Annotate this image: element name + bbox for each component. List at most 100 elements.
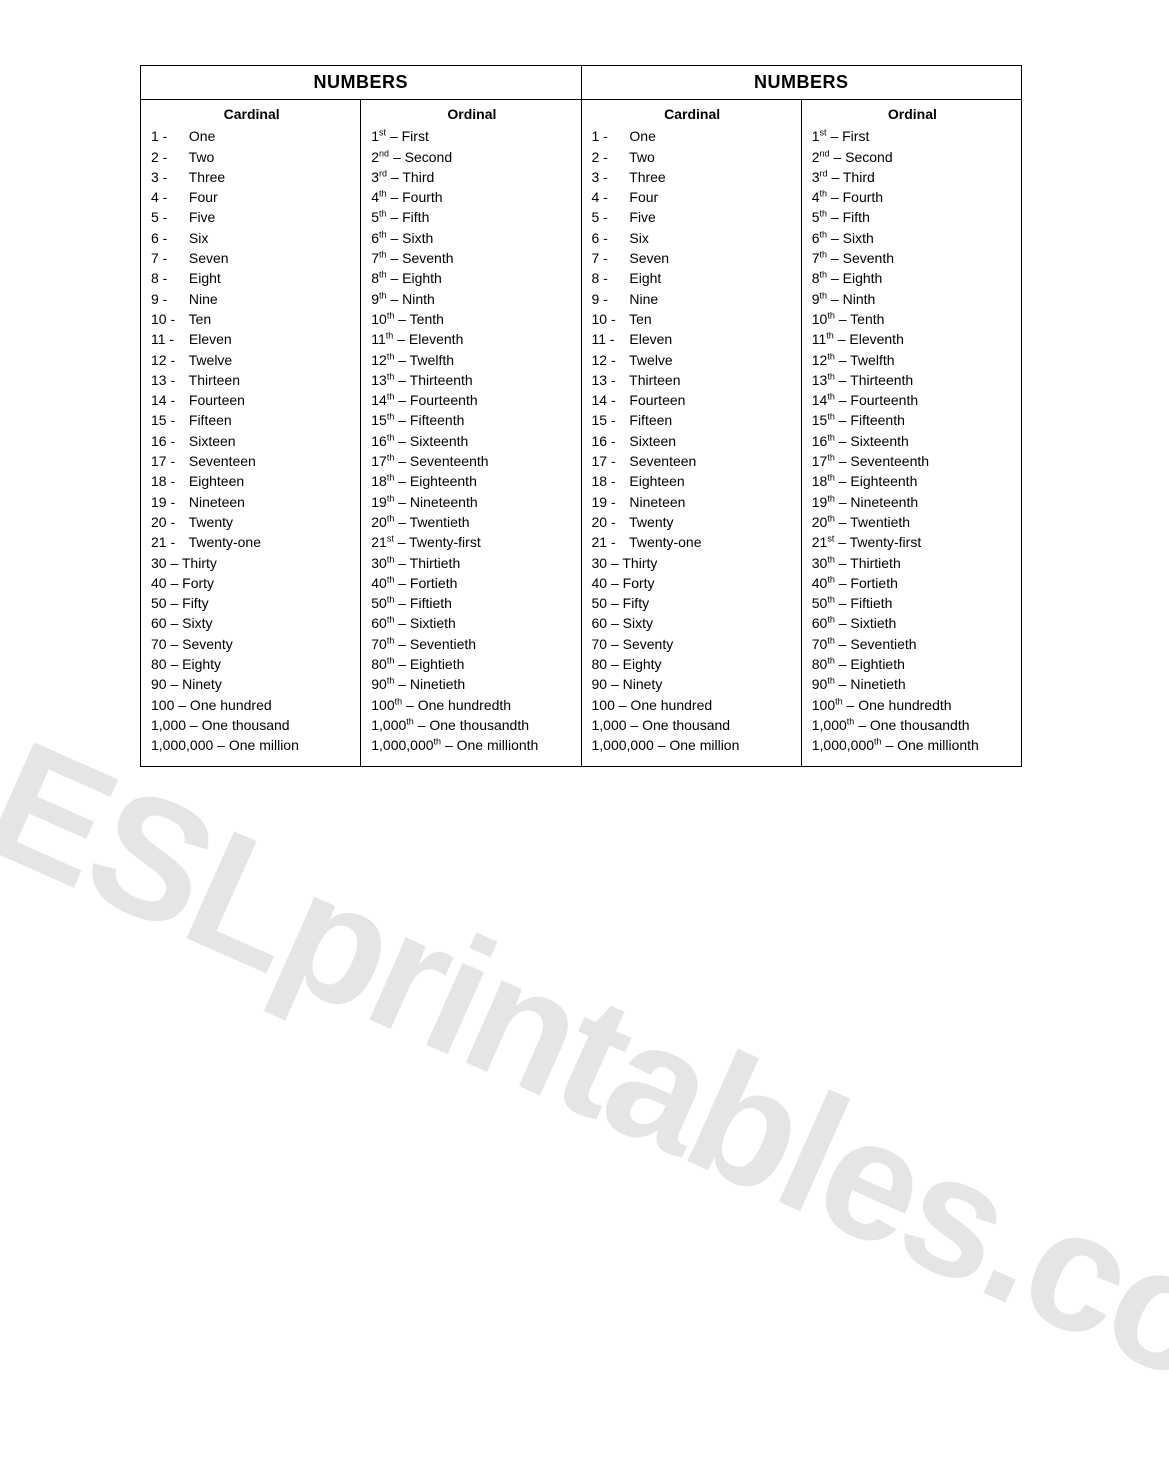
ordinal-row: 4th – Fourth bbox=[812, 187, 1013, 207]
ordinal-row: 10th – Tenth bbox=[371, 309, 572, 329]
cardinal-row: 17 - Seventeen bbox=[151, 451, 352, 471]
cardinal-row: 11 - Eleven bbox=[151, 329, 352, 349]
cardinal-row: 70 – Seventy bbox=[151, 634, 352, 654]
cardinal-row: 50 – Fifty bbox=[151, 593, 352, 613]
cardinal-row: 60 – Sixty bbox=[151, 613, 352, 633]
cardinal-row: 1,000 – One thousand bbox=[151, 715, 352, 735]
ordinal-row: 20th – Twentieth bbox=[371, 512, 572, 532]
ordinal-row: 60th – Sixtieth bbox=[812, 613, 1013, 633]
cardinal-row: 7 - Seven bbox=[151, 248, 352, 268]
numbers-block-left: NUMBERS Cardinal 1 - One2 - Two3 - Three… bbox=[141, 66, 581, 766]
ordinal-row: 21st – Twenty-first bbox=[371, 532, 572, 552]
ordinal-row: 17th – Seventeenth bbox=[812, 451, 1013, 471]
ordinal-row: 1,000th – One thousandth bbox=[812, 715, 1013, 735]
ordinal-row: 2nd – Second bbox=[812, 147, 1013, 167]
cardinal-row: 13 - Thirteen bbox=[151, 370, 352, 390]
cardinal-row: 11 - Eleven bbox=[592, 329, 793, 349]
cardinal-row: 10 - Ten bbox=[592, 309, 793, 329]
ordinal-row: 8th – Eighth bbox=[371, 268, 572, 288]
ordinal-row: 17th – Seventeenth bbox=[371, 451, 572, 471]
ordinal-row: 1,000,000th – One millionth bbox=[371, 735, 572, 755]
ordinal-row: 100th – One hundredth bbox=[812, 695, 1013, 715]
ordinal-row: 7th – Seventh bbox=[371, 248, 572, 268]
ordinal-row: 12th – Twelfth bbox=[371, 350, 572, 370]
cardinal-row: 70 – Seventy bbox=[592, 634, 793, 654]
ordinal-column: Ordinal 1st – First2nd – Second3rd – Thi… bbox=[360, 100, 580, 766]
cardinal-row: 100 – One hundred bbox=[151, 695, 352, 715]
ordinal-row: 7th – Seventh bbox=[812, 248, 1013, 268]
cardinal-row: 12 - Twelve bbox=[151, 350, 352, 370]
ordinal-row: 15th – Fifteenth bbox=[371, 410, 572, 430]
cardinal-row: 9 - Nine bbox=[151, 289, 352, 309]
ordinal-header: Ordinal bbox=[371, 104, 572, 124]
cardinal-row: 90 – Ninety bbox=[592, 674, 793, 694]
ordinal-list: 1st – First2nd – Second3rd – Third4th – … bbox=[371, 126, 572, 755]
cardinal-column: Cardinal 1 - One2 - Two3 - Three4 - Four… bbox=[582, 100, 801, 766]
ordinal-row: 30th – Thirtieth bbox=[371, 553, 572, 573]
cardinal-row: 17 - Seventeen bbox=[592, 451, 793, 471]
cardinal-row: 1,000 – One thousand bbox=[592, 715, 793, 735]
ordinal-row: 50th – Fiftieth bbox=[371, 593, 572, 613]
cardinal-row: 6 - Six bbox=[151, 228, 352, 248]
ordinal-row: 40th – Fortieth bbox=[812, 573, 1013, 593]
cardinal-row: 14 - Fourteen bbox=[592, 390, 793, 410]
cardinal-row: 80 – Eighty bbox=[151, 654, 352, 674]
ordinal-row: 9th – Ninth bbox=[371, 289, 572, 309]
ordinal-row: 30th – Thirtieth bbox=[812, 553, 1013, 573]
block-title: NUMBERS bbox=[141, 66, 581, 100]
ordinal-row: 80th – Eightieth bbox=[812, 654, 1013, 674]
ordinal-row: 13th – Thirteenth bbox=[371, 370, 572, 390]
cardinal-row: 80 – Eighty bbox=[592, 654, 793, 674]
cardinal-row: 60 – Sixty bbox=[592, 613, 793, 633]
cardinal-row: 30 – Thirty bbox=[592, 553, 793, 573]
cardinal-header: Cardinal bbox=[151, 104, 352, 124]
cardinal-row: 14 - Fourteen bbox=[151, 390, 352, 410]
ordinal-row: 90th – Ninetieth bbox=[812, 674, 1013, 694]
cardinal-row: 19 - Nineteen bbox=[592, 492, 793, 512]
cardinal-row: 21 - Twenty-one bbox=[151, 532, 352, 552]
cardinal-row: 9 - Nine bbox=[592, 289, 793, 309]
ordinal-row: 6th – Sixth bbox=[812, 228, 1013, 248]
ordinal-row: 3rd – Third bbox=[371, 167, 572, 187]
cardinal-row: 15 - Fifteen bbox=[151, 410, 352, 430]
ordinal-row: 70th – Seventieth bbox=[812, 634, 1013, 654]
ordinal-row: 16th – Sixteenth bbox=[812, 431, 1013, 451]
ordinal-row: 1st – First bbox=[812, 126, 1013, 146]
ordinal-row: 3rd – Third bbox=[812, 167, 1013, 187]
ordinal-row: 19th – Nineteenth bbox=[371, 492, 572, 512]
ordinal-row: 21st – Twenty-first bbox=[812, 532, 1013, 552]
cardinal-header: Cardinal bbox=[592, 104, 793, 124]
cardinal-list: 1 - One2 - Two3 - Three4 - Four5 - Five6… bbox=[592, 126, 793, 755]
ordinal-row: 19th – Nineteenth bbox=[812, 492, 1013, 512]
cardinal-row: 19 - Nineteen bbox=[151, 492, 352, 512]
cardinal-row: 21 - Twenty-one bbox=[592, 532, 793, 552]
ordinal-row: 9th – Ninth bbox=[812, 289, 1013, 309]
cardinal-row: 18 - Eighteen bbox=[151, 471, 352, 491]
ordinal-row: 2nd – Second bbox=[371, 147, 572, 167]
cardinal-row: 2 - Two bbox=[151, 147, 352, 167]
ordinal-row: 14th – Fourteenth bbox=[812, 390, 1013, 410]
ordinal-row: 11th – Eleventh bbox=[812, 329, 1013, 349]
watermark-text: ESLprintables.com bbox=[0, 702, 1169, 1480]
cardinal-row: 100 – One hundred bbox=[592, 695, 793, 715]
cardinal-row: 4 - Four bbox=[592, 187, 793, 207]
ordinal-row: 13th – Thirteenth bbox=[812, 370, 1013, 390]
ordinal-row: 8th – Eighth bbox=[812, 268, 1013, 288]
ordinal-row: 5th – Fifth bbox=[812, 207, 1013, 227]
ordinal-row: 18th – Eighteenth bbox=[371, 471, 572, 491]
ordinal-column: Ordinal 1st – First2nd – Second3rd – Thi… bbox=[801, 100, 1021, 766]
cardinal-row: 13 - Thirteen bbox=[592, 370, 793, 390]
cardinal-row: 4 - Four bbox=[151, 187, 352, 207]
ordinal-row: 60th – Sixtieth bbox=[371, 613, 572, 633]
ordinal-row: 18th – Eighteenth bbox=[812, 471, 1013, 491]
cardinal-row: 10 - Ten bbox=[151, 309, 352, 329]
cardinal-row: 2 - Two bbox=[592, 147, 793, 167]
ordinal-header: Ordinal bbox=[812, 104, 1013, 124]
ordinal-row: 12th – Twelfth bbox=[812, 350, 1013, 370]
cardinal-row: 3 - Three bbox=[592, 167, 793, 187]
ordinal-row: 40th – Fortieth bbox=[371, 573, 572, 593]
cardinal-row: 8 - Eight bbox=[592, 268, 793, 288]
ordinal-row: 50th – Fiftieth bbox=[812, 593, 1013, 613]
cardinal-row: 40 – Forty bbox=[151, 573, 352, 593]
ordinal-row: 14th – Fourteenth bbox=[371, 390, 572, 410]
